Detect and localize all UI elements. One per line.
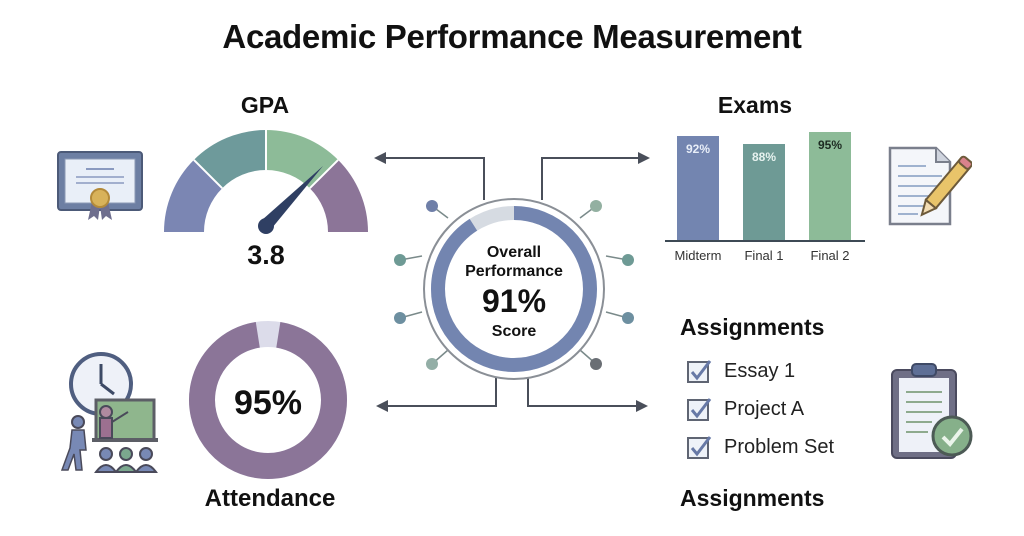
assignments-title: Assignments bbox=[680, 314, 825, 340]
gpa-title: GPA bbox=[240, 92, 290, 118]
exams-bar-chart: 92% 88% 95% bbox=[665, 130, 865, 242]
attendance-value: 95% bbox=[233, 384, 303, 422]
bar-value-label: 92% bbox=[685, 142, 711, 156]
page-title: Academic Performance Measurement bbox=[222, 18, 802, 55]
clipboard-check-icon bbox=[891, 363, 973, 459]
checkbox-checked-icon[interactable] bbox=[686, 434, 712, 460]
overall-label-line4: Score bbox=[491, 323, 537, 340]
checklist-item[interactable]: Problem Set bbox=[686, 428, 834, 466]
checkbox-checked-icon[interactable] bbox=[686, 396, 712, 422]
attendance-title: Attendance bbox=[204, 485, 336, 512]
checklist-item-label: Project A bbox=[724, 397, 805, 420]
x-label-midterm: Midterm bbox=[674, 248, 722, 263]
bar-final-1: 88% bbox=[743, 144, 785, 240]
bar-midterm: 92% bbox=[677, 136, 719, 240]
certificate-icon bbox=[57, 151, 143, 220]
overall-score-ring bbox=[423, 198, 605, 380]
gpa-value: 3.8 bbox=[247, 240, 285, 270]
assignments-checklist: Essay 1 Project A Problem Set bbox=[686, 352, 834, 466]
x-label-final-2: Final 2 bbox=[810, 248, 850, 263]
overall-score-value: 91% bbox=[481, 283, 547, 319]
bar-final-2: 95% bbox=[809, 132, 851, 240]
bar-value-label: 88% bbox=[751, 150, 777, 164]
checklist-item[interactable]: Essay 1 bbox=[686, 352, 834, 390]
classroom-clock-icon bbox=[60, 352, 158, 473]
checklist-item-label: Problem Set bbox=[724, 435, 835, 458]
gpa-gauge bbox=[164, 130, 368, 234]
exams-title: Exams bbox=[717, 92, 793, 118]
document-pencil-icon bbox=[888, 146, 972, 226]
attendance-ring bbox=[189, 321, 347, 479]
assignments-footer-title: Assignments bbox=[680, 485, 825, 511]
overall-label-line1: Overall bbox=[486, 244, 542, 261]
checkbox-checked-icon[interactable] bbox=[686, 358, 712, 384]
checklist-item[interactable]: Project A bbox=[686, 390, 834, 428]
x-label-final-1: Final 1 bbox=[744, 248, 784, 263]
overall-label-line2: Performance bbox=[465, 263, 563, 280]
bar-value-label: 95% bbox=[817, 138, 843, 152]
checklist-item-label: Essay 1 bbox=[724, 359, 796, 382]
